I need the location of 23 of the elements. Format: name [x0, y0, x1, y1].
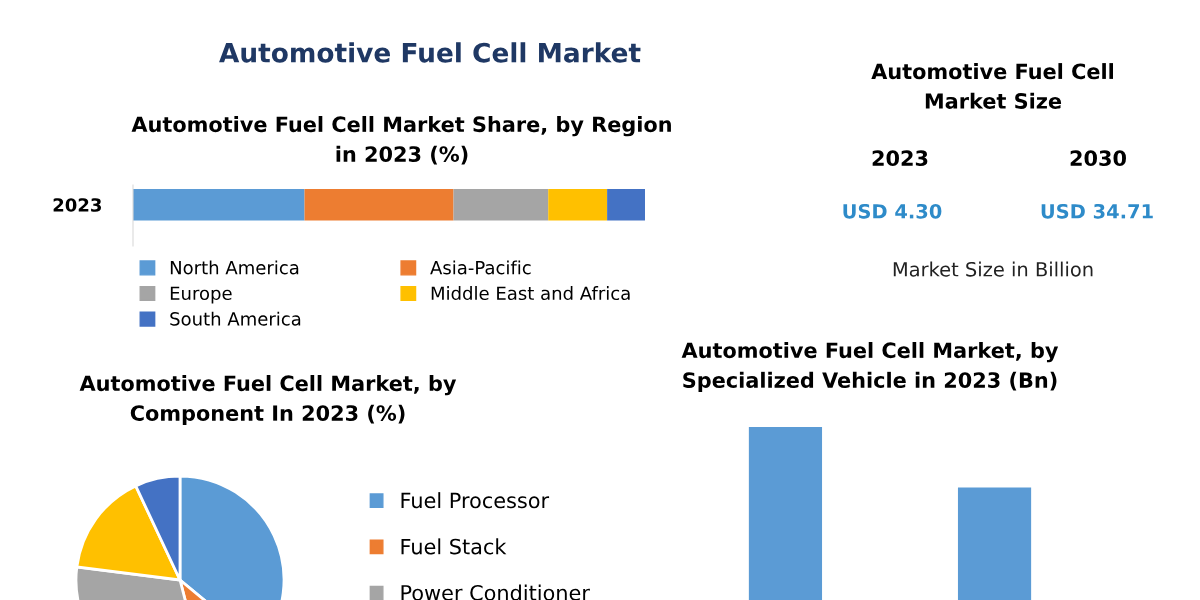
text: USD 4.30 [843, 203, 942, 219]
text: 2023 [53, 198, 102, 212]
text: Market Size in Billion [893, 261, 1093, 277]
chart-title: Automotive Fuel Cell Market, by Specialized Vehicle in 2023 (Bn) [681, 342, 1059, 392]
bar [607, 188, 645, 221]
text: USD 34.71 [1041, 203, 1153, 219]
legend-label: Middle East and Africa [431, 286, 630, 301]
chart-title: Automotive Fuel Cell Market, by Component In 2023 (%) [79, 375, 457, 425]
legend-label: Fuel Processor [401, 492, 550, 509]
text: Automotive Fuel Cell Market [219, 42, 641, 63]
legend-label: Europe [170, 286, 232, 304]
legend-label: South America [170, 311, 301, 326]
bar [548, 188, 608, 221]
text: Automotive Fuel Cell Market Size [871, 63, 1114, 109]
bar [453, 188, 549, 221]
text: Automotive Fuel Cell Market Share, by Region in 2023 (%) [131, 116, 671, 165]
legend-label: Fuel Stack [401, 538, 507, 555]
legend-label: North America [170, 260, 299, 275]
bar [133, 188, 305, 221]
text: 2030 [1070, 150, 1126, 167]
legend-label: Power Conditioner [401, 584, 590, 600]
bar [304, 188, 454, 221]
legend-label: Asia-Pacific [430, 260, 531, 275]
